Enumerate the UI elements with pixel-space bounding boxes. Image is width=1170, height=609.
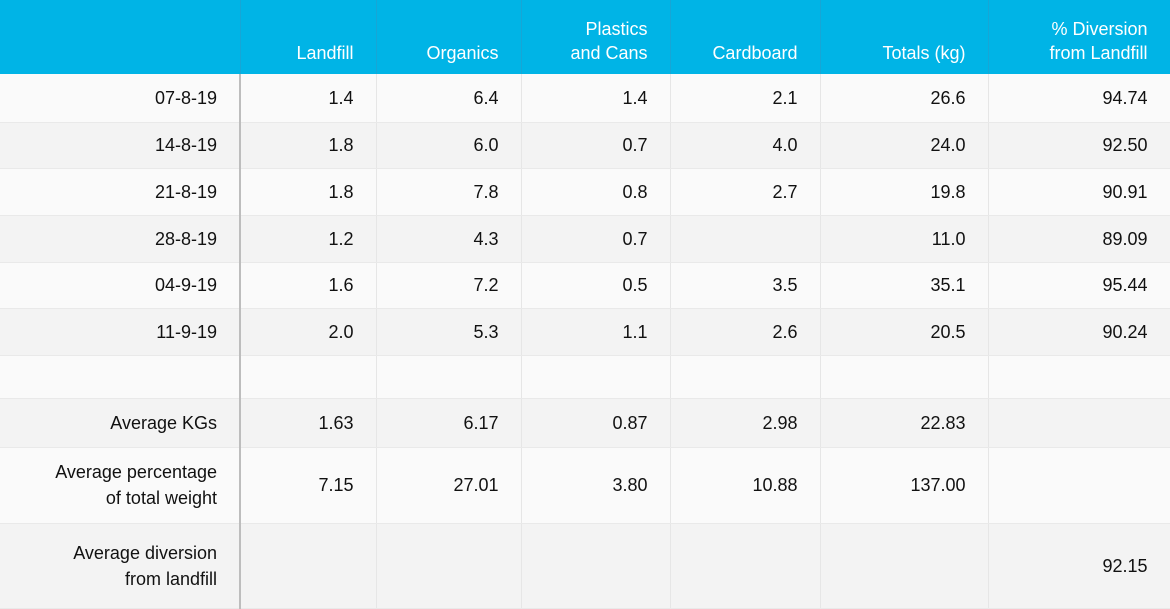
table-cell: 0.8 — [521, 168, 671, 216]
table-row: Average KGs 1.63 6.17 0.87 2.98 22.83 — [0, 398, 1170, 448]
table-cell — [521, 523, 671, 609]
row-label: Average KGs — [0, 398, 241, 448]
table-cell: 0.7 — [521, 215, 671, 263]
table-cell: 11.0 — [820, 215, 989, 263]
row-label: 11-9-19 — [0, 308, 241, 356]
table-cell: 90.91 — [988, 168, 1170, 216]
column-header: Cardboard — [670, 0, 821, 74]
column-header: Totals (kg) — [820, 0, 989, 74]
table-cell — [521, 355, 671, 399]
table-cell: 89.09 — [988, 215, 1170, 263]
table-cell: 3.5 — [670, 262, 821, 309]
table-cell: 2.6 — [670, 308, 821, 356]
table-cell: 19.8 — [820, 168, 989, 216]
table-cell: 1.4 — [240, 74, 377, 123]
table-cell: 0.5 — [521, 262, 671, 309]
row-label: 04-9-19 — [0, 262, 241, 309]
table-cell: 2.0 — [240, 308, 377, 356]
table-cell: 1.6 — [240, 262, 377, 309]
row-label: 28-8-19 — [0, 215, 241, 263]
row-label — [0, 355, 241, 399]
table-cell — [820, 523, 989, 609]
table-cell: 1.4 — [521, 74, 671, 123]
table-cell: 0.7 — [521, 122, 671, 169]
table-cell: 137.00 — [820, 447, 989, 524]
column-header: Plastics and Cans — [521, 0, 671, 74]
table-cell: 1.8 — [240, 168, 377, 216]
table-cell — [240, 523, 377, 609]
table-row — [0, 355, 1170, 399]
table-cell — [670, 215, 821, 263]
table-row: 07-8-19 1.4 6.4 1.4 2.1 26.6 94.74 — [0, 74, 1170, 123]
table-cell: 4.0 — [670, 122, 821, 169]
table-cell: 24.0 — [820, 122, 989, 169]
column-header: % Diversion from Landfill — [988, 0, 1170, 74]
table-cell: 7.2 — [376, 262, 522, 309]
row-label: 14-8-19 — [0, 122, 241, 169]
table-cell: 6.17 — [376, 398, 522, 448]
table-row: 11-9-19 2.0 5.3 1.1 2.6 20.5 90.24 — [0, 308, 1170, 356]
table-cell — [670, 523, 821, 609]
header-row: Landfill Organics Plastics and Cans Cardboa… — [0, 0, 1170, 74]
table-cell — [988, 398, 1170, 448]
table-cell: 4.3 — [376, 215, 522, 263]
table-cell: 90.24 — [988, 308, 1170, 356]
table-cell: 7.15 — [240, 447, 377, 524]
table-cell — [376, 523, 522, 609]
table-cell — [988, 355, 1170, 399]
table-cell: 2.1 — [670, 74, 821, 123]
column-header: Landfill — [240, 0, 377, 74]
table-cell: 5.3 — [376, 308, 522, 356]
table-row: 14-8-19 1.8 6.0 0.7 4.0 24.0 92.50 — [0, 122, 1170, 169]
table-cell: 1.63 — [240, 398, 377, 448]
table-cell: 22.83 — [820, 398, 989, 448]
table-cell: 1.2 — [240, 215, 377, 263]
table-cell — [820, 355, 989, 399]
table-cell: 27.01 — [376, 447, 522, 524]
table-row: 21-8-19 1.8 7.8 0.8 2.7 19.8 90.91 — [0, 168, 1170, 216]
table-cell: 10.88 — [670, 447, 821, 524]
table-row: 28-8-19 1.2 4.3 0.7 11.0 89.09 — [0, 215, 1170, 263]
column-header: Organics — [376, 0, 522, 74]
table-row: Average percentage of total weight 7.15 27… — [0, 447, 1170, 524]
table-cell: 94.74 — [988, 74, 1170, 123]
table-cell: 26.6 — [820, 74, 989, 123]
table-cell: 6.4 — [376, 74, 522, 123]
table-cell: 92.15 — [988, 523, 1170, 609]
table-cell: 95.44 — [988, 262, 1170, 309]
table-cell: 3.80 — [521, 447, 671, 524]
table-cell: 2.98 — [670, 398, 821, 448]
table-cell — [376, 355, 522, 399]
column-header — [0, 0, 241, 74]
table-cell: 2.7 — [670, 168, 821, 216]
row-label: 07-8-19 — [0, 74, 241, 123]
table-cell: 20.5 — [820, 308, 989, 356]
table-cell: 1.8 — [240, 122, 377, 169]
table-cell: 7.8 — [376, 168, 522, 216]
row-label: Average diversion from landfill — [0, 523, 241, 609]
table-cell: 92.50 — [988, 122, 1170, 169]
row-label: 21-8-19 — [0, 168, 241, 216]
table-cell: 6.0 — [376, 122, 522, 169]
table-row: 04-9-19 1.6 7.2 0.5 3.5 35.1 95.44 — [0, 262, 1170, 309]
table-row: Average diversion from landfill 92.15 — [0, 523, 1170, 609]
table-cell — [240, 355, 377, 399]
table-cell: 0.87 — [521, 398, 671, 448]
table-cell: 1.1 — [521, 308, 671, 356]
table-cell — [988, 447, 1170, 524]
table-cell: 35.1 — [820, 262, 989, 309]
row-label: Average percentage of total weight — [0, 447, 241, 524]
table-cell — [670, 355, 821, 399]
